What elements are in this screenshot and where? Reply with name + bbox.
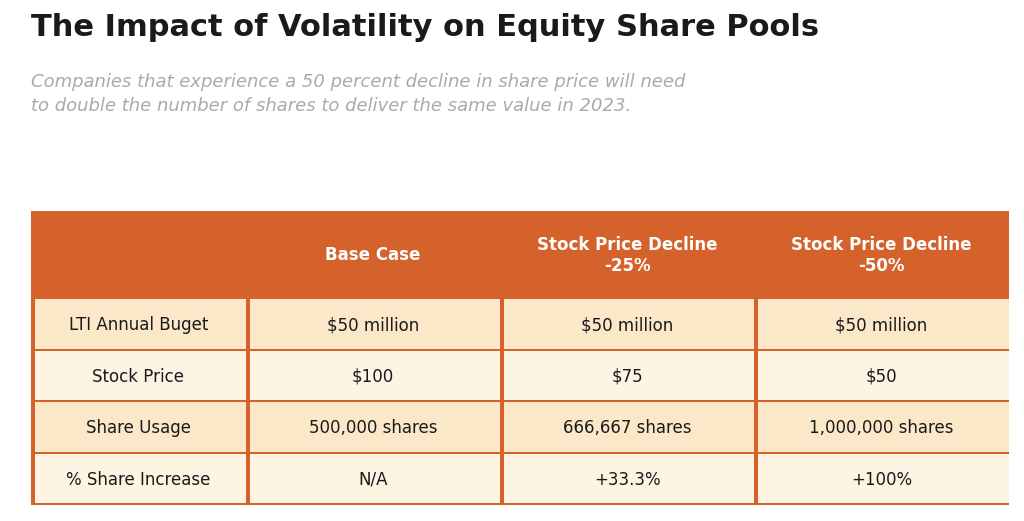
Text: $75: $75 xyxy=(611,368,643,386)
Text: The Impact of Volatility on Equity Share Pools: The Impact of Volatility on Equity Share… xyxy=(31,13,819,42)
Text: $100: $100 xyxy=(352,368,394,386)
Text: $50 million: $50 million xyxy=(327,316,419,334)
Text: $50 million: $50 million xyxy=(836,316,928,334)
Text: $50: $50 xyxy=(865,368,897,386)
Text: % Share Increase: % Share Increase xyxy=(67,470,211,489)
Text: +100%: +100% xyxy=(851,470,912,489)
Text: Stock Price Decline
-50%: Stock Price Decline -50% xyxy=(792,236,972,275)
Text: $50 million: $50 million xyxy=(582,316,674,334)
Text: Stock Price: Stock Price xyxy=(92,368,184,386)
Text: 500,000 shares: 500,000 shares xyxy=(309,419,437,437)
Text: Base Case: Base Case xyxy=(326,246,421,264)
Text: Stock Price Decline
-25%: Stock Price Decline -25% xyxy=(537,236,718,275)
Text: 666,667 shares: 666,667 shares xyxy=(563,419,691,437)
Text: +33.3%: +33.3% xyxy=(594,470,660,489)
Text: 1,000,000 shares: 1,000,000 shares xyxy=(809,419,953,437)
Text: LTI Annual Buget: LTI Annual Buget xyxy=(69,316,208,334)
Text: N/A: N/A xyxy=(358,470,388,489)
Text: Companies that experience a 50 percent decline in share price will need
to doubl: Companies that experience a 50 percent d… xyxy=(31,73,685,115)
Text: Share Usage: Share Usage xyxy=(86,419,190,437)
